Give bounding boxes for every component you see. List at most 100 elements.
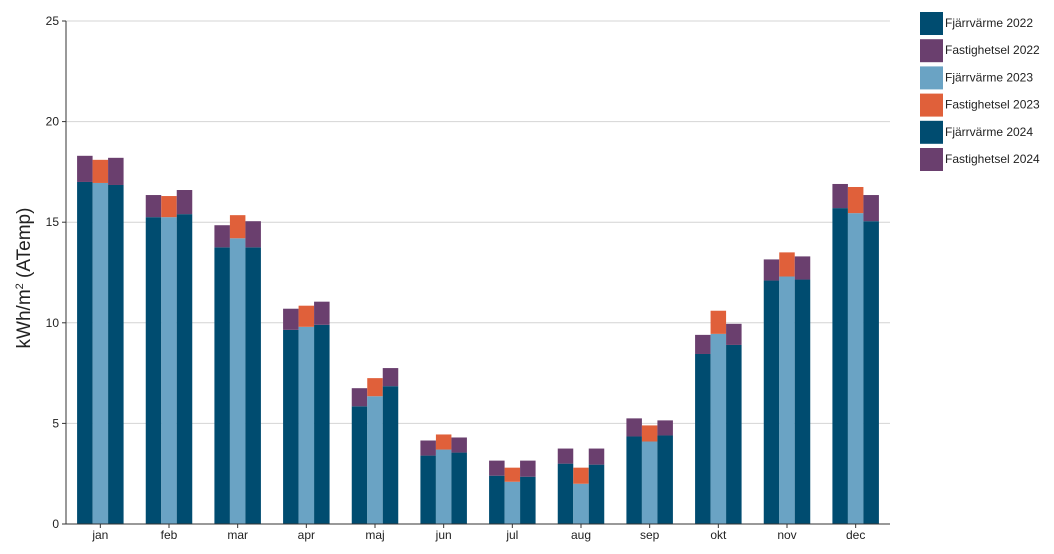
legend-label: Fjärrvärme 2024 (945, 125, 1033, 139)
bar-jul-2023-fastighetsel (504, 467, 521, 482)
bar-dec-2024-fastighetsel (863, 195, 879, 222)
bar-nov-2024-fastighetsel (794, 256, 811, 280)
legend-swatch (920, 12, 943, 35)
bar-dec-2022-fastighetsel (832, 183, 848, 209)
bar-nov-2022-fjarrvarme (763, 280, 780, 524)
legend-label: Fjärrvärme 2022 (945, 16, 1033, 30)
legend-swatch (920, 39, 943, 63)
y-tick-label: 10 (46, 316, 60, 330)
y-tick-label: 0 (52, 517, 59, 531)
legend-swatch (920, 148, 943, 171)
bar-apr-2024-fjarrvarme (314, 324, 330, 524)
bar-jan-2023-fjarrvarme (92, 182, 109, 524)
x-tick-label: okt (710, 528, 727, 542)
x-tick-label: maj (365, 528, 384, 542)
bar-aug-2022-fjarrvarme (557, 463, 574, 524)
bar-maj-2024-fjarrvarme (382, 386, 399, 524)
bar-jun-2024-fjarrvarme (451, 452, 467, 524)
bar-mar-2024-fastighetsel (245, 221, 261, 248)
x-tick-label: feb (161, 528, 178, 542)
y-tick-label: 25 (46, 14, 60, 28)
bar-aug-2023-fjarrvarme (573, 483, 589, 524)
bar-jan-2022-fastighetsel (77, 155, 93, 182)
bar-aug-2024-fastighetsel (588, 448, 605, 465)
bar-dec-2022-fjarrvarme (832, 208, 848, 524)
bar-maj-2022-fjarrvarme (351, 406, 368, 524)
bar-maj-2023-fastighetsel (367, 378, 383, 397)
bar-sep-2024-fastighetsel (657, 420, 673, 436)
bar-okt-2022-fastighetsel (695, 334, 711, 354)
x-tick-label: apr (298, 528, 315, 542)
bar-aug-2024-fjarrvarme (588, 464, 605, 524)
bar-feb-2022-fastighetsel (145, 195, 162, 218)
legend-label: Fastighetsel 2022 (945, 43, 1040, 57)
bar-sep-2023-fastighetsel (641, 425, 658, 442)
x-tick-label: aug (571, 528, 591, 542)
bar-maj-2023-fjarrvarme (367, 396, 383, 524)
bar-okt-2024-fastighetsel (726, 323, 742, 345)
bar-dec-2023-fjarrvarme (847, 213, 864, 524)
legend-label: Fastighetsel 2024 (945, 152, 1040, 166)
bar-mar-2022-fjarrvarme (214, 247, 230, 524)
y-tick-label: 20 (46, 115, 60, 129)
legend-swatch (920, 120, 943, 144)
bar-mar-2024-fjarrvarme (245, 247, 261, 524)
x-tick-label: sep (640, 528, 660, 542)
bar-jun-2024-fastighetsel (451, 437, 467, 453)
bar-jul-2023-fjarrvarme (504, 481, 521, 524)
legend-label: Fastighetsel 2023 (945, 98, 1040, 112)
bar-feb-2024-fjarrvarme (176, 214, 193, 525)
x-tick-label: jan (91, 528, 108, 542)
bar-jan-2024-fjarrvarme (108, 184, 124, 524)
bar-nov-2023-fastighetsel (779, 252, 795, 277)
bar-jan-2023-fastighetsel (92, 159, 109, 183)
bar-feb-2023-fastighetsel (161, 196, 177, 218)
legend: Fjärrvärme 2022 Fastighetsel 2022 Fjärrvär… (920, 12, 1040, 171)
bar-feb-2023-fjarrvarme (161, 217, 177, 525)
bar-jul-2024-fjarrvarme (520, 476, 536, 524)
bar-okt-2023-fastighetsel (710, 310, 727, 334)
bar-jan-2022-fjarrvarme (77, 181, 93, 524)
bar-apr-2023-fastighetsel (298, 305, 315, 327)
bar-sep-2023-fjarrvarme (641, 441, 658, 524)
legend-label: Fjärrvärme 2023 (945, 70, 1033, 84)
legend-swatch (920, 66, 943, 90)
bar-mar-2023-fastighetsel (229, 215, 246, 239)
bar-feb-2022-fjarrvarme (145, 217, 162, 525)
bar-aug-2023-fastighetsel (573, 467, 589, 484)
bar-okt-2022-fjarrvarme (695, 353, 711, 524)
bar-jul-2022-fjarrvarme (489, 475, 505, 524)
bar-okt-2023-fjarrvarme (710, 333, 727, 524)
bar-mar-2022-fastighetsel (214, 225, 230, 248)
bar-dec-2023-fastighetsel (847, 186, 864, 214)
bar-jul-2022-fastighetsel (489, 460, 505, 476)
bar-jun-2023-fjarrvarme (435, 449, 452, 524)
bar-apr-2022-fastighetsel (283, 308, 299, 330)
x-tick-label: mar (227, 528, 248, 542)
bar-feb-2024-fastighetsel (176, 190, 193, 215)
bar-sep-2024-fjarrvarme (657, 435, 673, 524)
bar-jun-2023-fastighetsel (435, 434, 452, 450)
bar-nov-2022-fastighetsel (763, 259, 780, 281)
y-axis-label: kWh/m2 (ATemp) (14, 208, 35, 349)
bar-jun-2022-fastighetsel (420, 440, 436, 456)
bar-jun-2022-fjarrvarme (420, 455, 436, 524)
bar-nov-2023-fjarrvarme (779, 276, 795, 524)
bar-apr-2022-fjarrvarme (283, 329, 299, 524)
bar-maj-2024-fastighetsel (382, 368, 399, 387)
bar-jul-2024-fastighetsel (520, 460, 536, 477)
y-tick-label: 5 (52, 416, 59, 430)
grid-layer (66, 20, 890, 424)
bar-sep-2022-fjarrvarme (626, 436, 642, 524)
axis-layer: 0 5 10 15 20 25 jan feb mar apr maj jun jul aug sep okt… (46, 14, 890, 542)
x-tick-label: jul (505, 528, 518, 542)
x-tick-label: jun (435, 528, 452, 542)
bar-nov-2024-fjarrvarme (794, 279, 811, 524)
bar-apr-2024-fastighetsel (314, 301, 330, 325)
x-tick-label: dec (846, 528, 865, 542)
bar-aug-2022-fastighetsel (557, 448, 574, 464)
bar-sep-2022-fastighetsel (626, 418, 642, 437)
bar-mar-2023-fjarrvarme (229, 238, 246, 524)
